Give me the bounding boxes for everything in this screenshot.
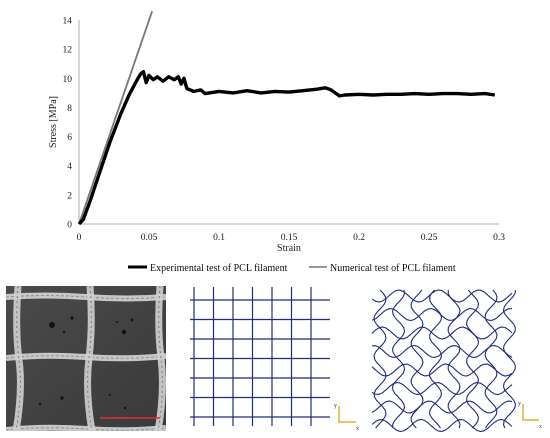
y-tick-label: 10 <box>63 75 73 85</box>
wavy-grid-model: y x <box>371 289 542 433</box>
stress-strain-chart: 0 2 4 6 8 10 12 14 0 0.05 0.1 0.15 0.2 0.25 0.3 Stres… <box>48 11 505 274</box>
x-tick-label: 0.05 <box>141 233 158 243</box>
x-tick-label: 0.15 <box>281 233 298 243</box>
legend: Experimental test of PCL filament Numeri… <box>128 263 456 274</box>
x-tick-label: 0 <box>77 233 82 243</box>
y-tick-labels: 0 2 4 6 8 10 12 14 <box>63 17 73 231</box>
y-tick-label: 6 <box>67 133 72 143</box>
x-tick-label: 0.2 <box>353 233 365 243</box>
svg-text:x: x <box>539 424 542 430</box>
y-tick-label: 8 <box>67 104 72 114</box>
y-tick-label: 0 <box>67 221 72 231</box>
coordinate-axes-icon: y x <box>334 403 359 432</box>
svg-text:x: x <box>356 426 359 432</box>
y-axis-title: Stress [MPa] <box>48 96 59 148</box>
x-tick-label: 0.25 <box>421 233 438 243</box>
y-tick-label: 4 <box>67 162 72 172</box>
coordinate-axes-icon: y x <box>518 401 542 430</box>
legend-label-experimental: Experimental test of PCL filament <box>150 263 288 274</box>
y-tick-label: 2 <box>67 191 72 201</box>
y-tick-label: 12 <box>63 46 73 56</box>
series-layer <box>77 11 496 226</box>
x-tick-label: 0.3 <box>493 233 505 243</box>
y-tick-label: 14 <box>63 17 73 27</box>
x-tick-labels: 0 0.05 0.1 0.15 0.2 0.25 0.3 <box>77 233 506 243</box>
x-axis-title: Strain <box>277 243 301 254</box>
series-numerical-line <box>78 11 153 225</box>
legend-label-numerical: Numerical test of PCL filament <box>330 263 456 274</box>
svg-text:y: y <box>518 401 521 407</box>
x-tick-label: 0.1 <box>213 233 225 243</box>
sem-micrograph <box>6 286 166 431</box>
svg-text:y: y <box>334 403 337 409</box>
straight-grid-model: y x <box>190 287 359 432</box>
series-experimental-line <box>77 69 496 226</box>
